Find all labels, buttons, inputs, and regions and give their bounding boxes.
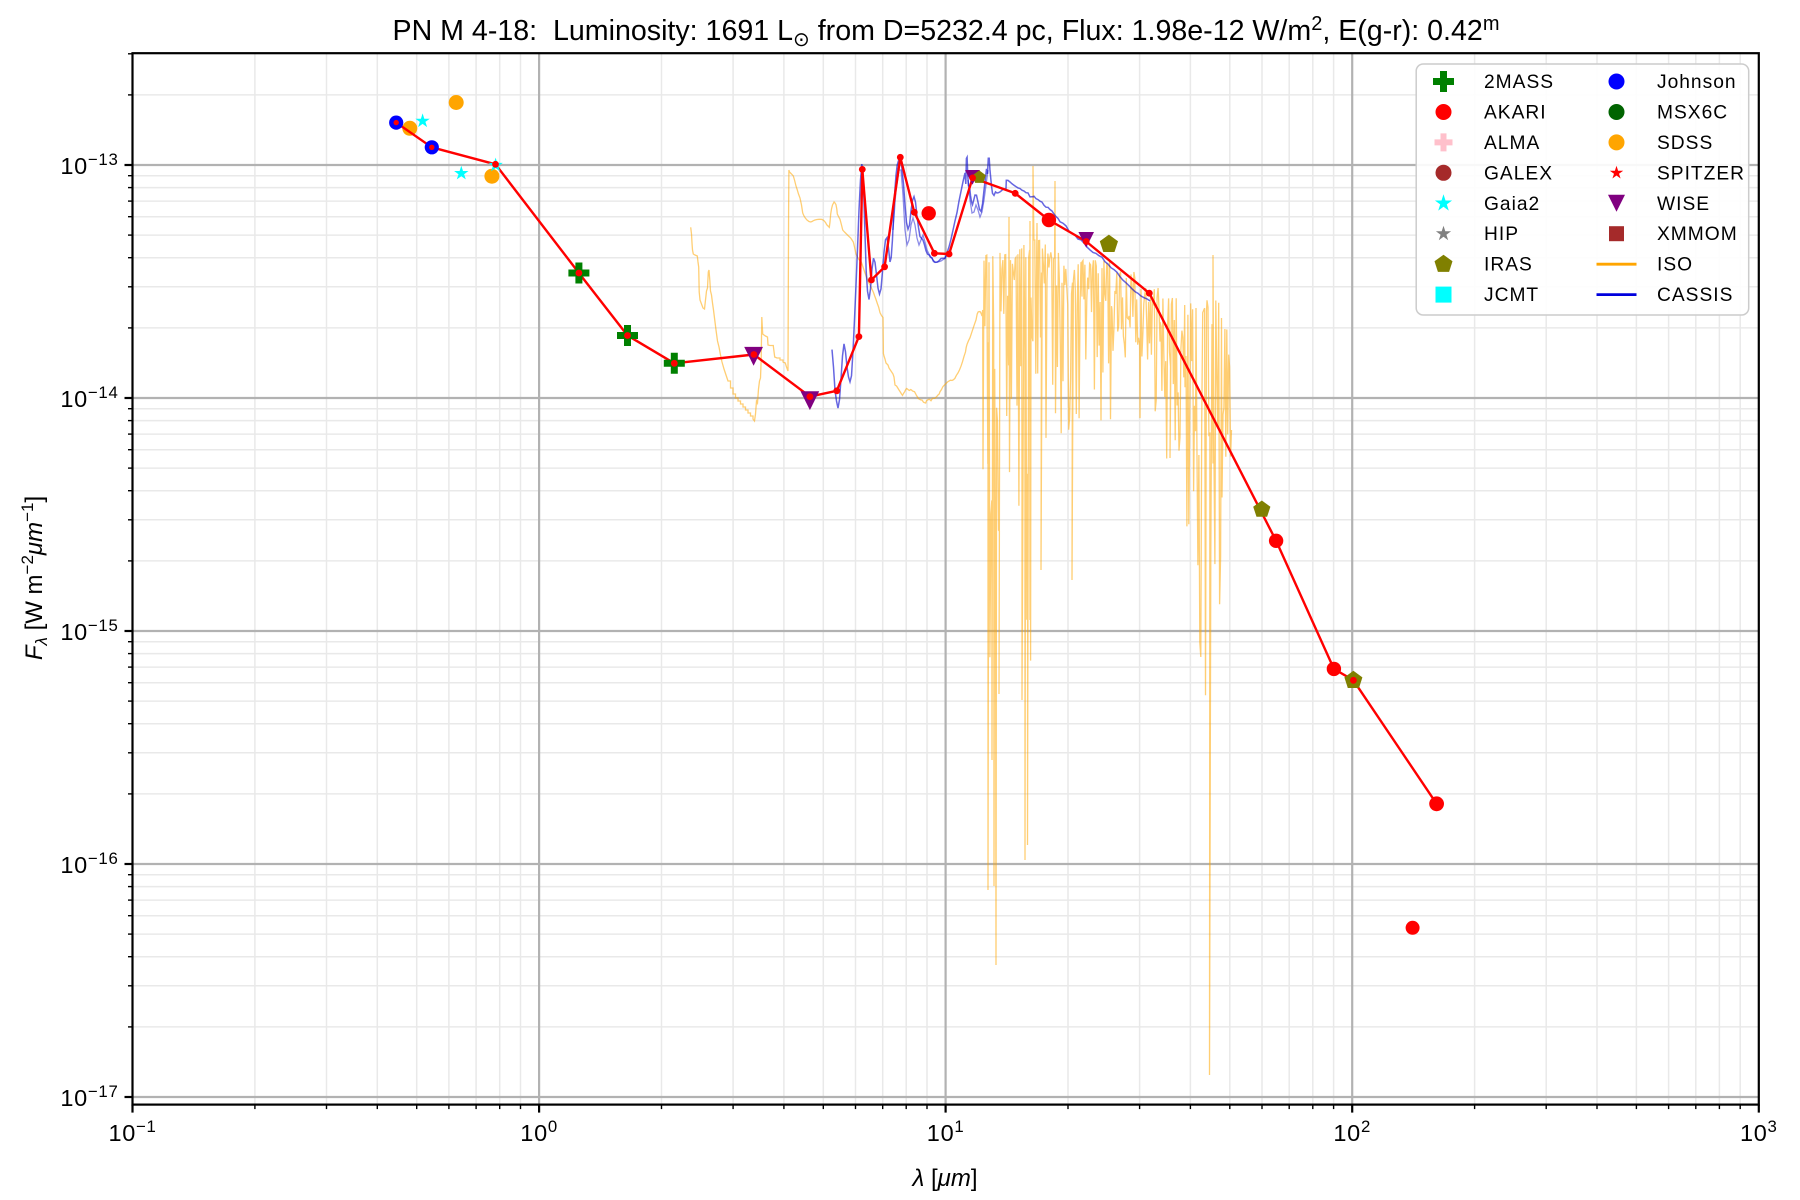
svg-text:ALMA: ALMA xyxy=(1484,133,1540,154)
svg-text:Johnson: Johnson xyxy=(1657,72,1737,93)
svg-text:JCMT: JCMT xyxy=(1484,285,1539,306)
svg-text:MSX6C: MSX6C xyxy=(1657,103,1728,124)
svg-text:ISO: ISO xyxy=(1657,255,1693,276)
svg-text:SDSS: SDSS xyxy=(1657,133,1713,154)
svg-text:Gaia2: Gaia2 xyxy=(1484,194,1540,215)
svg-text:IRAS: IRAS xyxy=(1484,255,1533,276)
svg-text:AKARI: AKARI xyxy=(1484,103,1547,124)
svg-text:WISE: WISE xyxy=(1657,194,1710,215)
svg-text:λ [μm]: λ [μm] xyxy=(911,1165,978,1192)
svg-text:PN M 4-18: Luminosity: 1691 L: PN M 4-18: Luminosity: 1691 L⊙ from D=52… xyxy=(393,13,1500,51)
svg-text:GALEX: GALEX xyxy=(1484,163,1553,184)
svg-text:SPITZER: SPITZER xyxy=(1657,163,1745,184)
svg-text:XMMOM: XMMOM xyxy=(1657,224,1738,245)
svg-text:2MASS: 2MASS xyxy=(1484,72,1554,93)
svg-text:HIP: HIP xyxy=(1484,224,1519,245)
svg-text:Fλ [W m−2μm−1]: Fλ [W m−2μm−1] xyxy=(18,496,51,660)
svg-text:CASSIS: CASSIS xyxy=(1657,285,1733,306)
